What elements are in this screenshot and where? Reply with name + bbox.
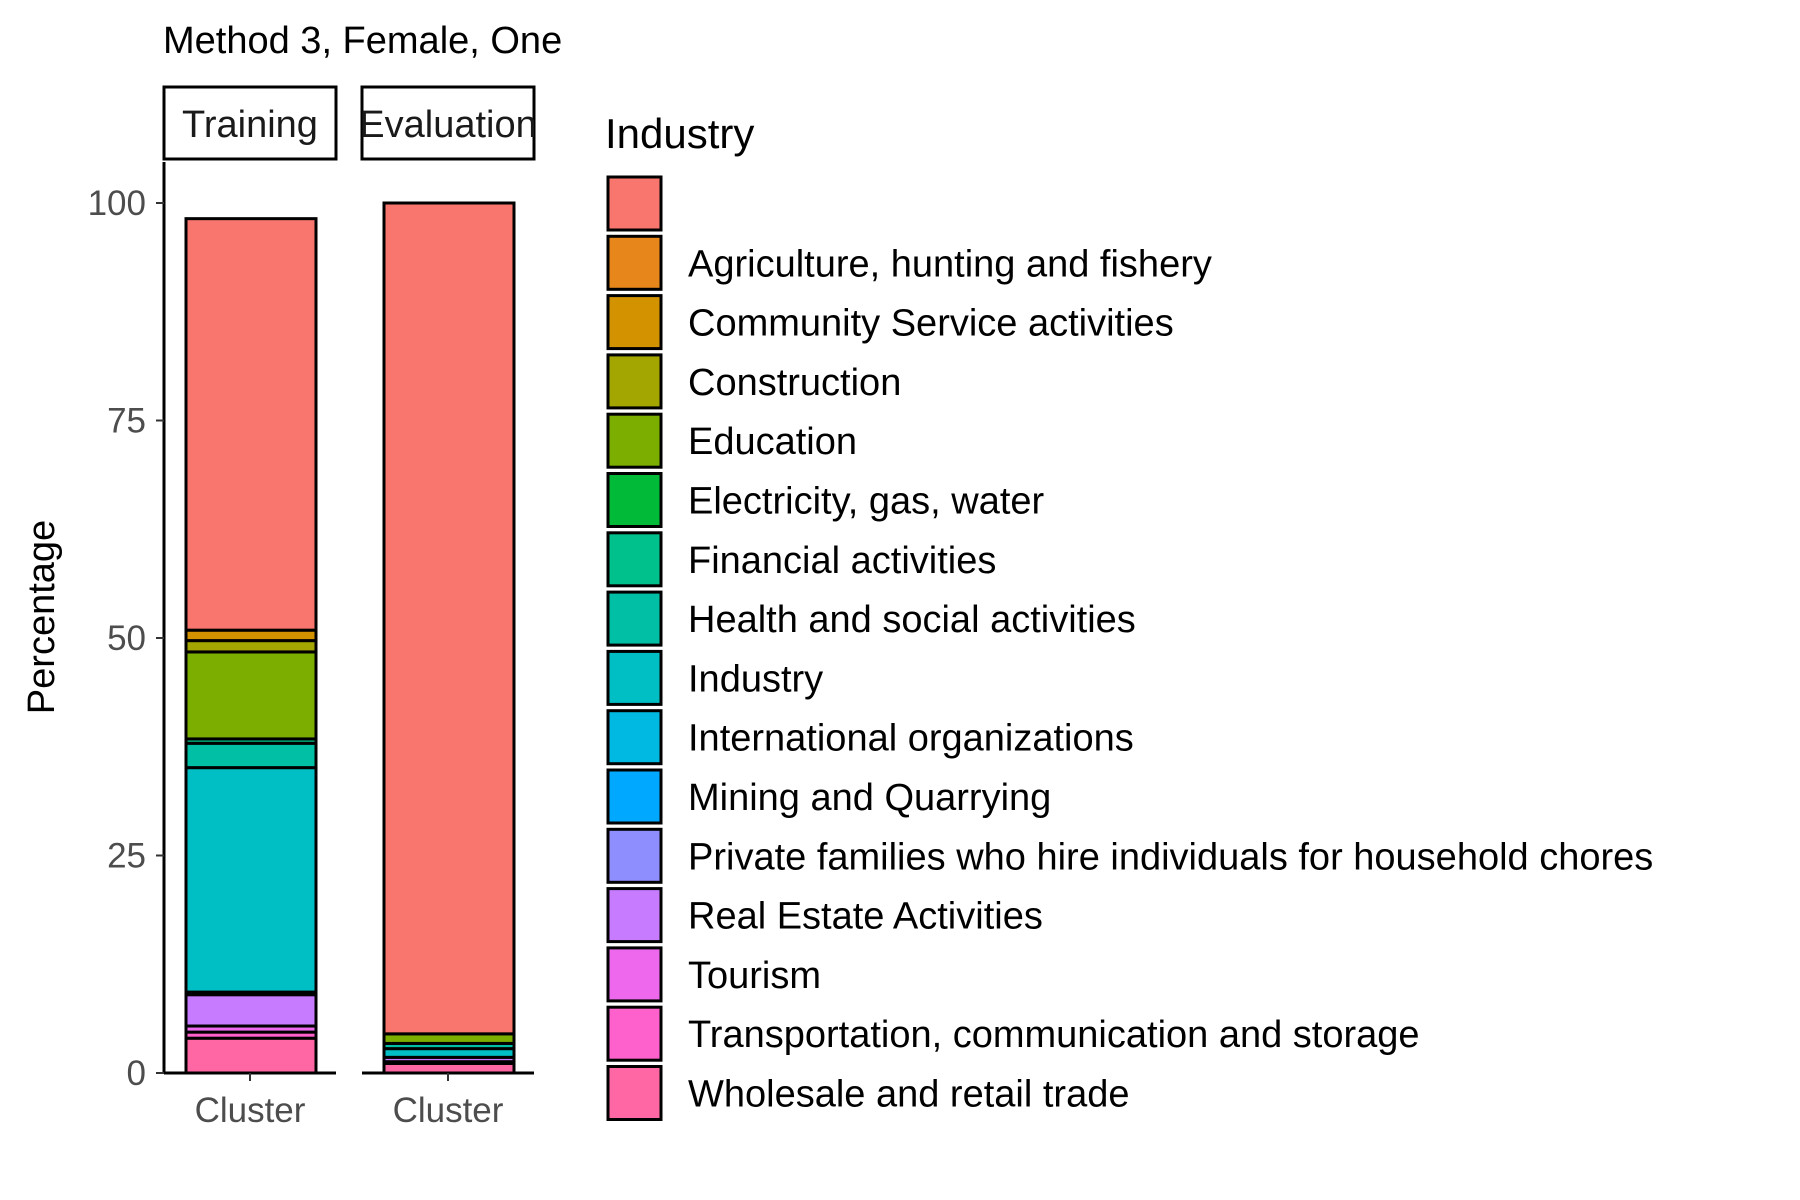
legend-label-real-estate-activities: Real Estate Activities (688, 896, 1043, 938)
legend-label-tourism: Tourism (688, 955, 821, 997)
bar-segment-training-industry (184, 766, 318, 994)
bar-segment-training-wholesale-and-retail-trade (184, 1036, 318, 1075)
y-tick-label: 0 (127, 1054, 146, 1093)
chart-title: Method 3, Female, One (163, 20, 562, 62)
legend-key-tourism (606, 946, 663, 1003)
y-tick-label: 100 (88, 184, 146, 223)
legend-key-construction (606, 353, 663, 410)
legend-label-education: Education (688, 421, 857, 463)
legend-label-mining-and-quarrying: Mining and Quarrying (688, 777, 1051, 819)
legend: Industry Agriculture, hunting and fisher… (605, 110, 1653, 1121)
strip-box-training (162, 85, 338, 161)
bar-segment-training-health-and-social-activities (184, 741, 318, 770)
x-tick-label-evaluation: Cluster (393, 1091, 504, 1130)
y-tick-label: 50 (107, 619, 146, 658)
legend-label-agriculture-hunting-and-fishery: Agriculture, hunting and fishery (688, 243, 1212, 285)
y-tick-label: 75 (107, 402, 146, 441)
legend-key-financial-activities (606, 531, 663, 588)
x-tick-label-training: Cluster (195, 1091, 306, 1130)
legend-label-health-and-social-activities: Health and social activities (688, 599, 1136, 641)
legend-label-wholesale-and-retail-trade: Wholesale and retail trade (688, 1074, 1129, 1116)
legend-key-transportation-communication-and-storage (606, 1005, 663, 1062)
legend-label-electricity-gas-water: Electricity, gas, water (688, 481, 1045, 523)
bar-stack-evaluation (382, 201, 516, 1075)
legend-key-real-estate-activities (606, 887, 663, 944)
strip-label-evaluation: Evaluation (359, 104, 536, 146)
y-axis-ticks: 0 25 50 75 100 (88, 184, 164, 1093)
legend-key-mining-and-quarrying (606, 768, 663, 825)
legend-label-international-organizations: International organizations (688, 718, 1134, 760)
y-tick-label: 25 (107, 837, 146, 876)
bar-segment-training-real-estate-activities (184, 993, 318, 1028)
legend-key-private-families-who-hire-individuals-for-household-chores (606, 827, 663, 884)
legend-key-health-and-social-activities (606, 590, 663, 647)
legend-label-industry: Industry (688, 658, 823, 700)
bar-segment-training-blank (184, 217, 318, 632)
legend-label-construction: Construction (688, 362, 901, 404)
bar-segment-training-construction (184, 639, 318, 654)
bar-segment-evaluation-blank (382, 201, 516, 1036)
legend-key-industry (606, 649, 663, 706)
panels: Training Cluster Evaluation Cluster (162, 85, 536, 1130)
legend-label-community-service-activities: Community Service activities (688, 303, 1174, 345)
legend-key-blank (606, 175, 663, 232)
legend-key-education (606, 412, 663, 469)
legend-title: Industry (605, 110, 754, 157)
bar-segment-training-education (184, 650, 318, 741)
bar-segment-training-community-service-activities (184, 628, 318, 643)
legend-key-wholesale-and-retail-trade (606, 1065, 663, 1121)
legend-label-transportation-communication-and-storage: Transportation, communication and storag… (688, 1014, 1420, 1056)
strip-label-training: Training (182, 104, 318, 146)
legend-items: Agriculture, hunting and fishery Communit… (606, 175, 1653, 1121)
legend-label-private-families-who-hire-individuals-for-household-chores: Private families who hire individuals fo… (688, 836, 1653, 878)
panel-training: Training Cluster (162, 85, 338, 1130)
legend-key-international-organizations (606, 709, 663, 766)
y-axis-title: Percentage (21, 520, 63, 714)
legend-key-agriculture-hunting-and-fishery (606, 234, 663, 291)
panel-evaluation: Evaluation Cluster (359, 85, 536, 1130)
bar-stack-training (184, 217, 318, 1075)
legend-key-electricity-gas-water (606, 472, 663, 528)
strip-box-evaluation (360, 85, 536, 161)
legend-label-financial-activities: Financial activities (688, 540, 996, 582)
legend-key-community-service-activities (606, 294, 663, 351)
